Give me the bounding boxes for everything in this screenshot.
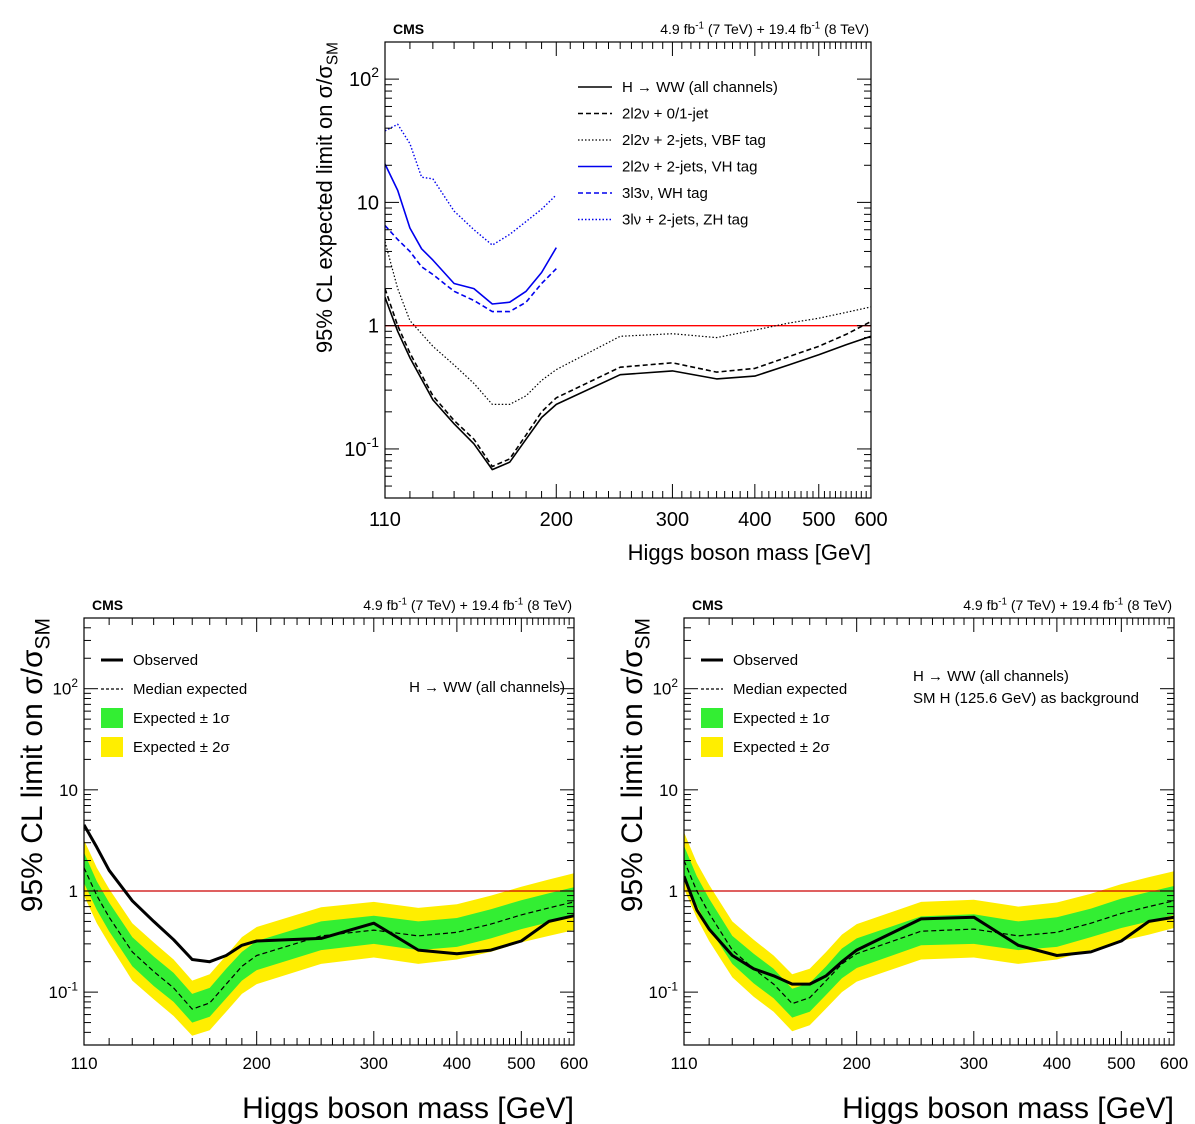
y-tick-label: 102 [349, 64, 379, 91]
median-expected-line [84, 867, 574, 1010]
x-tick-label: 110 [70, 1054, 97, 1073]
x-tick-label: 110 [369, 509, 401, 531]
y-tick-label: 10 [59, 781, 78, 800]
series-line-2 [385, 241, 871, 405]
y-tick-label: 1 [669, 882, 678, 901]
legend-label-1: Median expected [733, 681, 847, 698]
legend-swatch-1sigma [101, 708, 123, 728]
plot-area [385, 123, 871, 471]
y-tick-label: 102 [52, 676, 78, 699]
y-tick-label: 10 [357, 192, 379, 214]
expected-1sigma-band [684, 845, 1174, 1018]
luminosity-label: 4.9 fb-1 (7 TeV) + 19.4 fb-1 (8 TeV) [963, 596, 1172, 613]
x-axis-label: Higgs boson mass [GeV] [842, 1092, 1174, 1124]
legend-label-1: Median expected [133, 681, 247, 698]
y-tick-label: 10-1 [649, 979, 679, 1002]
y-axis-label: 95% CL limit on σ/σSM [16, 618, 55, 912]
luminosity-label: 4.9 fb-1 (7 TeV) + 19.4 fb-1 (8 TeV) [660, 20, 869, 37]
legend-swatch-2sigma [101, 737, 123, 757]
series-line-5 [385, 123, 557, 246]
x-tick-label: 600 [560, 1054, 588, 1073]
experiment-label: CMS [692, 597, 723, 613]
x-tick-label: 400 [443, 1054, 471, 1073]
legend-label-4: 3l3ν, WH tag [622, 185, 708, 202]
series-line-1 [385, 288, 871, 468]
legend-label-0: H → WW (all channels) [622, 79, 778, 96]
observed-line [84, 824, 574, 964]
x-tick-label: 200 [842, 1054, 870, 1073]
x-tick-label: 600 [1160, 1054, 1188, 1073]
y-tick-label: 10-1 [49, 979, 79, 1002]
median-expected-line [684, 860, 1174, 1005]
y-axis-label: 95% CL limit on σ/σSM [616, 618, 655, 912]
x-tick-label: 200 [540, 509, 573, 531]
legend-label-1: 2l2ν + 0/1-jet [622, 106, 709, 123]
experiment-label: CMS [393, 21, 424, 37]
y-tick-label: 1 [69, 882, 78, 901]
legend-label-3: Expected ± 2σ [733, 739, 830, 756]
x-tick-label: 500 [507, 1054, 535, 1073]
observed-line [684, 875, 1174, 986]
y-tick-label: 1 [368, 316, 379, 338]
legend-label-2: Expected ± 1σ [133, 710, 230, 727]
legend-swatch-2sigma [701, 737, 723, 757]
x-tick-label: 400 [738, 509, 771, 531]
legend-label-2: Expected ± 1σ [733, 710, 830, 727]
annotation-text-0: H → WW (all channels) [409, 679, 565, 696]
y-tick-label: 10 [659, 781, 678, 800]
series-line-3 [385, 163, 557, 305]
plot-frame [683, 617, 1175, 1046]
legend-label-0: Observed [133, 652, 198, 669]
legend-label-2: 2l2ν + 2-jets, VBF tag [622, 132, 766, 149]
x-tick-label: 300 [656, 509, 689, 531]
y-tick-label: 10-1 [344, 434, 379, 461]
series-line-4 [385, 224, 557, 313]
x-tick-label: 500 [1107, 1054, 1135, 1073]
plot-frame [384, 41, 872, 499]
plot-area [684, 832, 1174, 1032]
x-axis-label: Higgs boson mass [GeV] [628, 540, 871, 565]
annotation-text-1: SM H (125.6 GeV) as background [913, 690, 1139, 707]
x-tick-label: 400 [1043, 1054, 1071, 1073]
x-axis-label: Higgs boson mass [GeV] [242, 1092, 574, 1124]
plot-frame [83, 617, 575, 1046]
y-tick-label: 102 [652, 676, 678, 699]
legend-label-3: 2l2ν + 2-jets, VH tag [622, 159, 757, 176]
y-axis-label: 95% CL expected limit on σ/σSM [312, 42, 342, 353]
plot-area [84, 824, 574, 1036]
x-tick-label: 300 [960, 1054, 988, 1073]
x-tick-label: 500 [802, 509, 835, 531]
annotation-text-0: H → WW (all channels) [913, 668, 1069, 685]
series-line-0 [385, 297, 871, 471]
legend-label-3: Expected ± 2σ [133, 739, 230, 756]
legend-label-5: 3lν + 2-jets, ZH tag [622, 212, 748, 229]
x-tick-label: 110 [670, 1054, 697, 1073]
experiment-label: CMS [92, 597, 123, 613]
x-tick-label: 600 [854, 509, 887, 531]
legend-label-0: Observed [733, 652, 798, 669]
legend-swatch-1sigma [701, 708, 723, 728]
luminosity-label: 4.9 fb-1 (7 TeV) + 19.4 fb-1 (8 TeV) [363, 596, 572, 613]
x-tick-label: 200 [242, 1054, 270, 1073]
x-tick-label: 300 [360, 1054, 388, 1073]
